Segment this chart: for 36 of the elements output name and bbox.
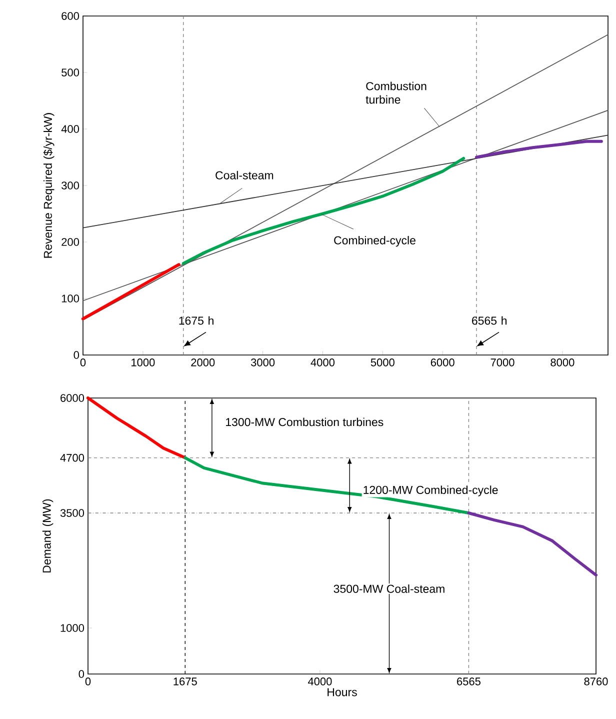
annotation: Coal-steam: [216, 170, 274, 180]
y-tick-label: 3500: [60, 509, 84, 517]
x-tick-label: 6565: [457, 678, 480, 686]
annotation: Combustion turbine: [366, 82, 426, 104]
x-tick-label: 6000: [430, 358, 454, 366]
annotation: 3500-MW Coal-steam: [334, 584, 444, 593]
annotation: 6565 h: [472, 316, 507, 325]
y-tick-label: 0: [74, 351, 80, 359]
x-tick-label: 4000: [308, 678, 332, 686]
y-tick-label: 500: [62, 68, 80, 76]
annotation: 1200-MW Combined-cycle: [364, 486, 498, 496]
x-tick-label: 8000: [550, 358, 574, 366]
x-tick-label: 8760: [584, 678, 608, 686]
x-tick-label: 2000: [191, 358, 215, 366]
y-axis-title: Revenue Required ($/yr-kW): [43, 113, 54, 258]
y-tick-label: 0: [78, 670, 84, 678]
x-tick-label: 7000: [490, 358, 514, 366]
x-tick-label: 5000: [370, 358, 394, 366]
x-tick-label: 1675: [174, 678, 197, 686]
annotation: 1675 h: [179, 316, 214, 325]
y-tick-label: 100: [62, 294, 80, 302]
y-axis-title: Demand (MW): [42, 499, 54, 572]
y-tick-label: 600: [62, 12, 80, 20]
y-tick-label: 300: [62, 182, 80, 190]
y-tick-label: 1000: [60, 624, 84, 632]
x-tick-label: 3000: [250, 358, 275, 366]
y-tick-label: 400: [61, 125, 80, 133]
x-tick-label: 4000: [310, 358, 335, 366]
x-tick-label: 1000: [132, 358, 155, 366]
annotation: Combined-cycle: [334, 236, 416, 247]
y-tick-label: 200: [62, 238, 80, 246]
x-axis-title: Hours: [328, 688, 357, 696]
y-tick-label: 6000: [60, 394, 84, 402]
annotation: 1300-MW Combustion turbines: [226, 418, 384, 426]
y-tick-label: 4700: [60, 454, 84, 462]
x-tick-label: 0: [85, 678, 91, 686]
